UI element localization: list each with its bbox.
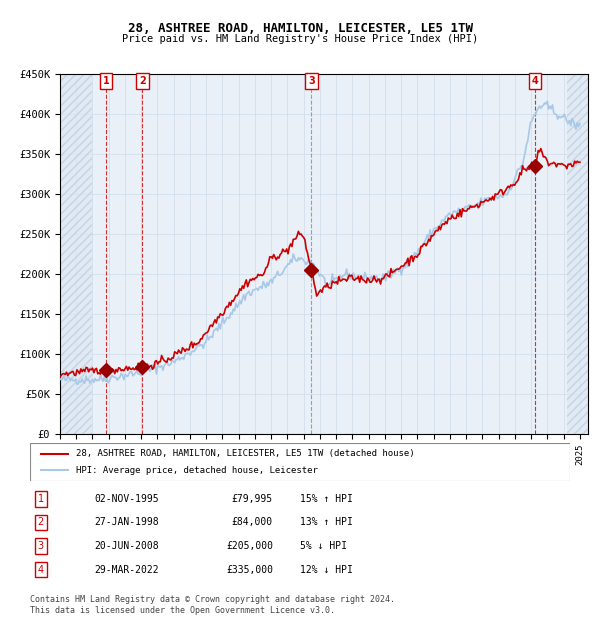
Text: 20-JUN-2008: 20-JUN-2008 — [95, 541, 160, 551]
Text: £205,000: £205,000 — [226, 541, 273, 551]
Text: 02-NOV-1995: 02-NOV-1995 — [95, 494, 160, 504]
Text: HPI: Average price, detached house, Leicester: HPI: Average price, detached house, Leic… — [76, 466, 318, 474]
Text: £79,995: £79,995 — [232, 494, 273, 504]
Text: 1: 1 — [103, 76, 109, 86]
Text: 2: 2 — [139, 76, 146, 86]
Text: £335,000: £335,000 — [226, 565, 273, 575]
Text: 29-MAR-2022: 29-MAR-2022 — [95, 565, 160, 575]
Text: 13% ↑ HPI: 13% ↑ HPI — [300, 518, 353, 528]
Text: 3: 3 — [308, 76, 314, 86]
Text: 4: 4 — [38, 565, 44, 575]
Text: 12% ↓ HPI: 12% ↓ HPI — [300, 565, 353, 575]
Text: 5% ↓ HPI: 5% ↓ HPI — [300, 541, 347, 551]
Text: 15% ↑ HPI: 15% ↑ HPI — [300, 494, 353, 504]
Text: 4: 4 — [532, 76, 538, 86]
Text: This data is licensed under the Open Government Licence v3.0.: This data is licensed under the Open Gov… — [30, 606, 335, 616]
Text: 2: 2 — [38, 518, 44, 528]
FancyBboxPatch shape — [30, 443, 570, 480]
Text: 27-JAN-1998: 27-JAN-1998 — [95, 518, 160, 528]
Text: 3: 3 — [38, 541, 44, 551]
Text: 28, ASHTREE ROAD, HAMILTON, LEICESTER, LE5 1TW: 28, ASHTREE ROAD, HAMILTON, LEICESTER, L… — [128, 22, 473, 35]
Text: £84,000: £84,000 — [232, 518, 273, 528]
Text: 1: 1 — [38, 494, 44, 504]
Text: Contains HM Land Registry data © Crown copyright and database right 2024.: Contains HM Land Registry data © Crown c… — [30, 595, 395, 604]
Text: Price paid vs. HM Land Registry's House Price Index (HPI): Price paid vs. HM Land Registry's House … — [122, 34, 478, 44]
Text: 28, ASHTREE ROAD, HAMILTON, LEICESTER, LE5 1TW (detached house): 28, ASHTREE ROAD, HAMILTON, LEICESTER, L… — [76, 450, 415, 458]
